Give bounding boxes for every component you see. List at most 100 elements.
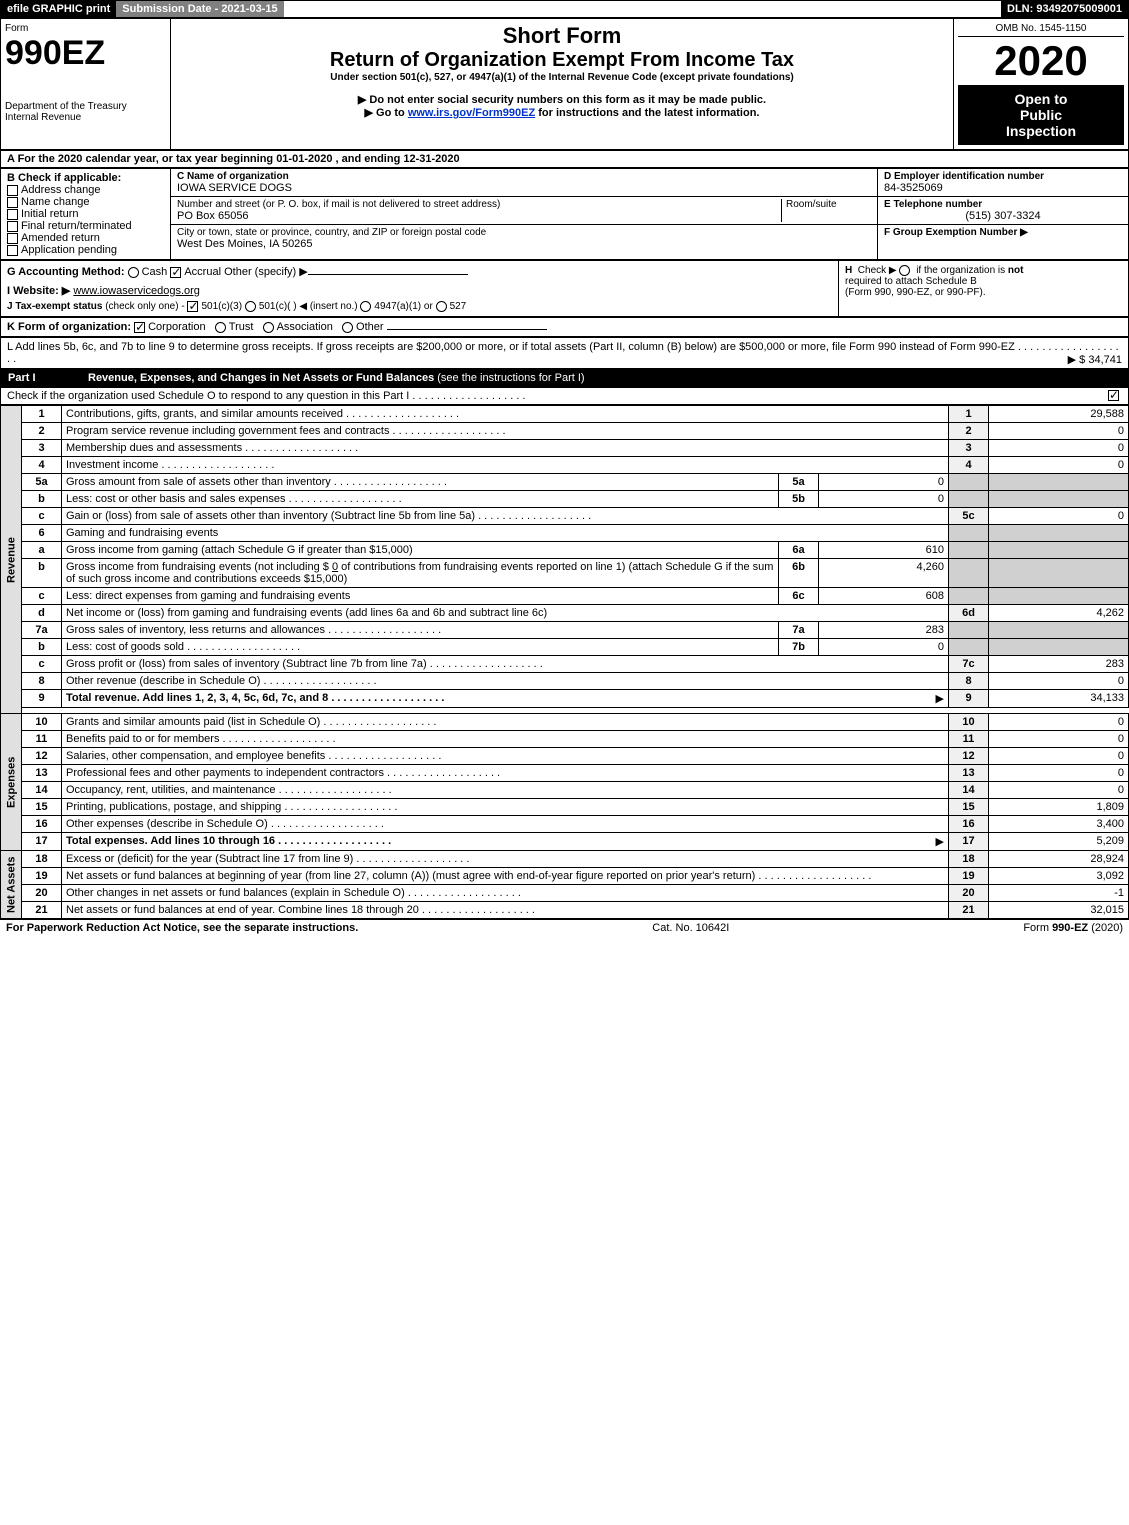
chk-accrual[interactable] <box>170 267 181 278</box>
dln-label: DLN: 93492075009001 <box>1001 1 1128 17</box>
footer-right-bold: 990-EZ <box>1052 922 1088 934</box>
tax-year: 2020 <box>958 37 1124 85</box>
radio-h[interactable] <box>899 265 910 276</box>
radio-527[interactable] <box>436 301 447 312</box>
row-num: 2 <box>22 423 62 440</box>
row-num: 10 <box>22 714 62 731</box>
lbl-other: Other <box>356 321 384 333</box>
subtitle: Under section 501(c), 527, or 4947(a)(1)… <box>175 72 949 83</box>
chk-application-pending-label: Application pending <box>21 244 117 256</box>
row-amt: 0 <box>989 457 1129 474</box>
open-to-public: Open to Public Inspection <box>958 85 1124 145</box>
part1-heading-sub: (see the instructions for Part I) <box>434 372 584 384</box>
row-num: c <box>22 656 62 673</box>
row-subval: 608 <box>819 588 949 605</box>
row-subref: 7a <box>779 622 819 639</box>
line-h: H Check ▶ if the organization is not req… <box>838 261 1128 316</box>
row-desc: Occupancy, rent, utilities, and maintena… <box>66 784 392 796</box>
row-num: 12 <box>22 748 62 765</box>
radio-trust[interactable] <box>215 322 226 333</box>
row-num: 20 <box>22 885 62 902</box>
row-amt: 32,015 <box>989 902 1129 919</box>
main-title: Return of Organization Exempt From Incom… <box>175 49 949 72</box>
tel-label: E Telephone number <box>884 199 1122 210</box>
chk-amended-return[interactable]: Amended return <box>7 232 164 244</box>
row-amt: 1,809 <box>989 799 1129 816</box>
row-amt: 0 <box>989 508 1129 525</box>
radio-other[interactable] <box>342 322 353 333</box>
submission-date: Submission Date - 2021-03-15 <box>116 1 283 17</box>
goto-link[interactable]: www.irs.gov/Form990EZ <box>408 107 535 119</box>
row-ref: 9 <box>949 690 989 708</box>
row-desc: Other changes in net assets or fund bala… <box>66 887 521 899</box>
row-subval: 610 <box>819 542 949 559</box>
form-word: Form <box>5 23 166 34</box>
dept-line1: Department of the Treasury <box>5 101 166 112</box>
part1-table: Revenue 1 Contributions, gifts, grants, … <box>0 405 1129 919</box>
row-num: 6 <box>22 525 62 542</box>
chk-final-return-label: Final return/terminated <box>21 220 132 232</box>
open-line1: Open to <box>964 91 1118 107</box>
netassets-vert-label: Net Assets <box>1 851 22 919</box>
chk-application-pending[interactable]: Application pending <box>7 244 164 256</box>
row-ref: 19 <box>949 868 989 885</box>
header-grid: B Check if applicable: Address change Na… <box>0 168 1129 260</box>
chk-address-change-label: Address change <box>21 184 101 196</box>
goto-pre: ▶ Go to <box>365 107 408 119</box>
row-subref: 5a <box>779 474 819 491</box>
row-num: c <box>22 508 62 525</box>
line-g-label: G Accounting Method: <box>7 266 125 278</box>
row-desc: Salaries, other compensation, and employ… <box>66 750 441 762</box>
row-amt: 0 <box>989 714 1129 731</box>
line-i: I Website: ▶ www.iowaservicedogs.org <box>7 284 832 297</box>
row-ref: 5c <box>949 508 989 525</box>
row-desc: Other expenses (describe in Schedule O) <box>66 818 384 830</box>
arrow-icon: ▶ <box>936 835 944 848</box>
row-desc: Investment income <box>66 459 274 471</box>
row-num: 19 <box>22 868 62 885</box>
row-desc: Gross sales of inventory, less returns a… <box>66 624 441 636</box>
row-ref: 20 <box>949 885 989 902</box>
radio-association[interactable] <box>263 322 274 333</box>
line-h-t3: required to attach Schedule B <box>845 276 977 287</box>
row-amt: 0 <box>989 423 1129 440</box>
row-subval: 0 <box>819 474 949 491</box>
row-ref: 16 <box>949 816 989 833</box>
open-line3: Inspection <box>964 123 1118 139</box>
radio-4947[interactable] <box>360 301 371 312</box>
chk-501c3[interactable] <box>187 301 198 312</box>
chk-name-change[interactable]: Name change <box>7 196 164 208</box>
chk-amended-return-label: Amended return <box>21 232 100 244</box>
chk-address-change[interactable]: Address change <box>7 184 164 196</box>
footer-right: Form 990-EZ (2020) <box>1023 922 1123 934</box>
line-k: K Form of organization: Corporation Trus… <box>0 317 1129 337</box>
row-num: 7a <box>22 622 62 639</box>
top-bar: efile GRAPHIC print Submission Date - 20… <box>0 0 1129 18</box>
row-desc: Gaming and fundraising events <box>62 525 949 542</box>
goto-post: for instructions and the latest informat… <box>538 107 759 119</box>
row-desc: Total revenue. Add lines 1, 2, 3, 4, 5c,… <box>66 692 444 704</box>
tax-exempt-label: J Tax-exempt status <box>7 301 102 312</box>
row-desc: Gross income from fundraising events (no… <box>62 559 779 588</box>
row-num: 14 <box>22 782 62 799</box>
row-amt: 3,400 <box>989 816 1129 833</box>
line-l-text: L Add lines 5b, 6c, and 7b to line 9 to … <box>7 341 1015 353</box>
chk-final-return[interactable]: Final return/terminated <box>7 220 164 232</box>
row-desc-pre: Gross income from fundraising events (no… <box>66 561 332 573</box>
line-l: L Add lines 5b, 6c, and 7b to line 9 to … <box>0 337 1129 369</box>
chk-schedule-o[interactable] <box>1108 390 1119 401</box>
row-desc: Benefits paid to or for members <box>66 733 336 745</box>
row-subref: 5b <box>779 491 819 508</box>
tel-value: (515) 307-3324 <box>884 210 1122 222</box>
radio-501c[interactable] <box>245 301 256 312</box>
radio-cash[interactable] <box>128 267 139 278</box>
city-label: City or town, state or province, country… <box>177 227 871 238</box>
row-num: b <box>22 491 62 508</box>
row-ref: 10 <box>949 714 989 731</box>
chk-initial-return[interactable]: Initial return <box>7 208 164 220</box>
row-num: 13 <box>22 765 62 782</box>
row-subref: 6a <box>779 542 819 559</box>
row-amt: 29,588 <box>989 406 1129 423</box>
chk-corporation[interactable] <box>134 322 145 333</box>
row-amt: 283 <box>989 656 1129 673</box>
